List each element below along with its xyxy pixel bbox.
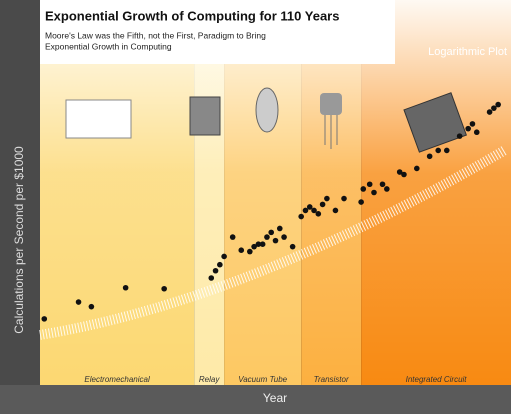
icons xyxy=(65,87,467,153)
chart-title: Exponential Growth of Computing for 110 … xyxy=(45,8,339,23)
data-point xyxy=(272,237,279,244)
y-axis-label: Calculations per Second per $1000 xyxy=(12,146,26,334)
data-point xyxy=(268,229,275,236)
data-point xyxy=(465,125,471,132)
data-point xyxy=(259,241,266,248)
data-point xyxy=(302,207,309,214)
relay-icon xyxy=(189,96,221,136)
data-point xyxy=(255,241,262,248)
data-point xyxy=(75,299,82,305)
data-point xyxy=(426,153,433,160)
data-point xyxy=(311,207,317,214)
data-point xyxy=(161,285,167,292)
data-point xyxy=(414,165,420,172)
data-point xyxy=(396,169,403,175)
tube-icon xyxy=(255,87,279,133)
data-point xyxy=(435,147,442,154)
y-axis-strip xyxy=(0,0,40,385)
data-point xyxy=(358,199,364,205)
scale-note: Logarithmic Plot xyxy=(428,46,507,58)
subtitle: Exponential Growth in Computing xyxy=(45,41,172,51)
data-point xyxy=(495,101,501,108)
data-point xyxy=(443,147,450,154)
data-point xyxy=(324,195,330,202)
data-point xyxy=(469,121,476,127)
top-fade xyxy=(40,0,511,385)
data-point xyxy=(360,186,367,192)
subtitle: Moore's Law was the Fifth, not the First… xyxy=(45,30,266,40)
data-point xyxy=(473,129,480,136)
data-point xyxy=(366,181,373,188)
data-point xyxy=(486,109,493,115)
data-point xyxy=(41,316,48,322)
transistor-legs xyxy=(324,115,338,149)
data-point xyxy=(238,247,245,254)
data-point xyxy=(247,248,253,255)
transistor-icon xyxy=(320,93,342,115)
data-point xyxy=(221,253,227,260)
data-point xyxy=(251,243,257,250)
data-point xyxy=(384,186,390,192)
x-axis-label: Year xyxy=(263,391,287,405)
data-point xyxy=(491,105,497,111)
data-point xyxy=(212,267,219,274)
punch-card-icon xyxy=(65,99,132,139)
data-point xyxy=(456,133,463,139)
data-point xyxy=(306,204,313,210)
data-point xyxy=(217,261,223,268)
data-point xyxy=(88,303,95,310)
data-point xyxy=(401,171,407,178)
chip-icon xyxy=(403,92,467,153)
data-point xyxy=(371,189,377,196)
data-point xyxy=(289,243,296,250)
x-axis-strip xyxy=(0,385,511,414)
data-point xyxy=(332,207,339,214)
title-box xyxy=(40,0,395,64)
data-point xyxy=(122,284,129,291)
data-point xyxy=(341,195,347,202)
data-point xyxy=(229,234,236,240)
data-point xyxy=(264,234,270,240)
data-point xyxy=(315,211,322,217)
data-point xyxy=(276,225,283,232)
data-point xyxy=(319,201,326,208)
data-point xyxy=(379,181,386,188)
data-point xyxy=(281,234,287,240)
data-point xyxy=(298,213,304,220)
trend-band xyxy=(39,145,508,340)
data-point xyxy=(208,275,215,281)
